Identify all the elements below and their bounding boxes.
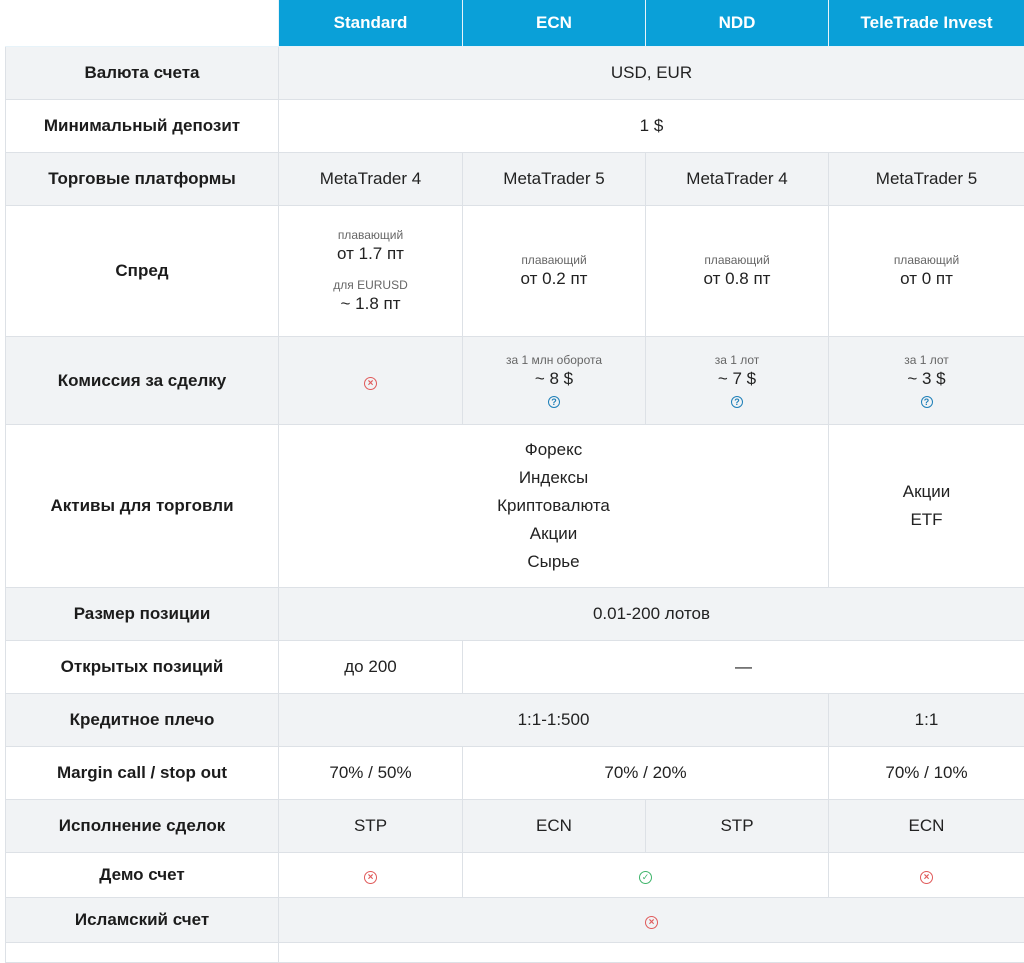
assets-main: Форекс Индексы Криптовалюта Акции Сырье — [279, 425, 829, 588]
leverage-invest: 1:1 — [829, 694, 1024, 747]
column-header-teletrade-invest: TeleTrade Invest — [829, 0, 1024, 47]
commission-note: за 1 лот — [646, 352, 828, 368]
commission-note: за 1 млн оборота — [463, 352, 645, 368]
open-positions-rest: — — [463, 641, 1024, 694]
row-spread: Спред плавающий от 1.7 пт для EURUSD ~ 1… — [6, 206, 1024, 337]
execution-ecn: ECN — [463, 800, 646, 853]
spread-note: плавающий — [646, 252, 828, 268]
spread-ecn: плавающий от 0.2 пт — [463, 206, 646, 337]
margin-standard: 70% / 50% — [279, 747, 463, 800]
header-row: Standard ECN NDD TeleTrade Invest — [6, 0, 1024, 47]
row-label: Минимальный депозит — [6, 100, 279, 153]
asset-item: Форекс — [279, 436, 828, 464]
row-margin: Margin call / stop out 70% / 50% 70% / 2… — [6, 747, 1024, 800]
demo-mid: ✓ — [463, 853, 829, 898]
row-leverage: Кредитное плечо 1:1-1:500 1:1 — [6, 694, 1024, 747]
commission-value: ~ 3 $ — [829, 368, 1024, 390]
row-label: Валюта счета — [6, 47, 279, 100]
row-label: Активы для торговли — [6, 425, 279, 588]
row-position-size: Размер позиции 0.01-200 лотов — [6, 588, 1024, 641]
spread-value: от 0.2 пт — [463, 268, 645, 290]
x-circle-icon: × — [364, 871, 377, 884]
x-circle-icon: × — [645, 916, 658, 929]
row-partial — [6, 943, 1024, 963]
min-deposit-value: 1 $ — [279, 100, 1024, 153]
assets-invest: Акции ETF — [829, 425, 1024, 588]
asset-item: Индексы — [279, 464, 828, 492]
asset-item: Акции — [279, 520, 828, 548]
demo-invest: × — [829, 853, 1024, 898]
row-label: Демо счет — [6, 853, 279, 898]
row-label: Комиссия за сделку — [6, 337, 279, 425]
row-currency: Валюта счета USD, EUR — [6, 47, 1024, 100]
spread-value: от 0 пт — [829, 268, 1024, 290]
spread-invest: плавающий от 0 пт — [829, 206, 1024, 337]
position-size-value: 0.01-200 лотов — [279, 588, 1024, 641]
row-execution: Исполнение сделок STP ECN STP ECN — [6, 800, 1024, 853]
question-circle-icon[interactable]: ? — [731, 396, 743, 408]
row-assets: Активы для торговли Форекс Индексы Крипт… — [6, 425, 1024, 588]
row-label: Исламский счет — [6, 898, 279, 943]
commission-value: ~ 8 $ — [463, 368, 645, 390]
execution-invest: ECN — [829, 800, 1024, 853]
row-islamic: Исламский счет × — [6, 898, 1024, 943]
leverage-main: 1:1-1:500 — [279, 694, 829, 747]
platform-standard: MetaTrader 4 — [279, 153, 463, 206]
asset-item: ETF — [829, 506, 1024, 534]
row-label: Размер позиции — [6, 588, 279, 641]
row-platforms: Торговые платформы MetaTrader 4 MetaTrad… — [6, 153, 1024, 206]
commission-ecn: за 1 млн оборота ~ 8 $ ? — [463, 337, 646, 425]
spread-ndd: плавающий от 0.8 пт — [646, 206, 829, 337]
header-blank-cell — [6, 0, 279, 47]
column-header-ndd: NDD — [646, 0, 829, 47]
row-label: Спред — [6, 206, 279, 337]
spread-note: плавающий — [829, 252, 1024, 268]
execution-ndd: STP — [646, 800, 829, 853]
check-circle-icon: ✓ — [639, 871, 652, 884]
spread-note: плавающий — [279, 227, 462, 243]
islamic-value: × — [279, 898, 1024, 943]
spread-note: плавающий — [463, 252, 645, 268]
spread-note: для EURUSD — [279, 277, 462, 293]
row-label: Открытых позиций — [6, 641, 279, 694]
platform-ndd: MetaTrader 4 — [646, 153, 829, 206]
asset-item: Криптовалюта — [279, 492, 828, 520]
row-open-positions: Открытых позиций до 200 — — [6, 641, 1024, 694]
row-label: Кредитное плечо — [6, 694, 279, 747]
account-comparison-table: Standard ECN NDD TeleTrade Invest Валюта… — [5, 0, 1024, 963]
row-label: Исполнение сделок — [6, 800, 279, 853]
margin-invest: 70% / 10% — [829, 747, 1024, 800]
currency-value: USD, EUR — [279, 47, 1024, 100]
column-header-standard: Standard — [279, 0, 463, 47]
x-circle-icon: × — [920, 871, 933, 884]
row-label: Margin call / stop out — [6, 747, 279, 800]
platform-invest: MetaTrader 5 — [829, 153, 1024, 206]
question-circle-icon[interactable]: ? — [921, 396, 933, 408]
commission-invest: за 1 лот ~ 3 $ ? — [829, 337, 1024, 425]
column-header-ecn: ECN — [463, 0, 646, 47]
row-min-deposit: Минимальный депозит 1 $ — [6, 100, 1024, 153]
asset-item: Сырье — [279, 548, 828, 576]
margin-mid: 70% / 20% — [463, 747, 829, 800]
row-label: Торговые платформы — [6, 153, 279, 206]
spread-value: от 1.7 пт — [279, 243, 462, 265]
commission-standard: × — [279, 337, 463, 425]
spread-value: ~ 1.8 пт — [279, 293, 462, 315]
question-circle-icon[interactable]: ? — [548, 396, 560, 408]
asset-item: Акции — [829, 478, 1024, 506]
commission-value: ~ 7 $ — [646, 368, 828, 390]
commission-note: за 1 лот — [829, 352, 1024, 368]
demo-standard: × — [279, 853, 463, 898]
spread-value: от 0.8 пт — [646, 268, 828, 290]
platform-ecn: MetaTrader 5 — [463, 153, 646, 206]
row-demo: Демо счет × ✓ × — [6, 853, 1024, 898]
x-circle-icon: × — [364, 377, 377, 390]
execution-standard: STP — [279, 800, 463, 853]
open-positions-standard: до 200 — [279, 641, 463, 694]
spread-standard: плавающий от 1.7 пт для EURUSD ~ 1.8 пт — [279, 206, 463, 337]
commission-ndd: за 1 лот ~ 7 $ ? — [646, 337, 829, 425]
row-commission: Комиссия за сделку × за 1 млн оборота ~ … — [6, 337, 1024, 425]
